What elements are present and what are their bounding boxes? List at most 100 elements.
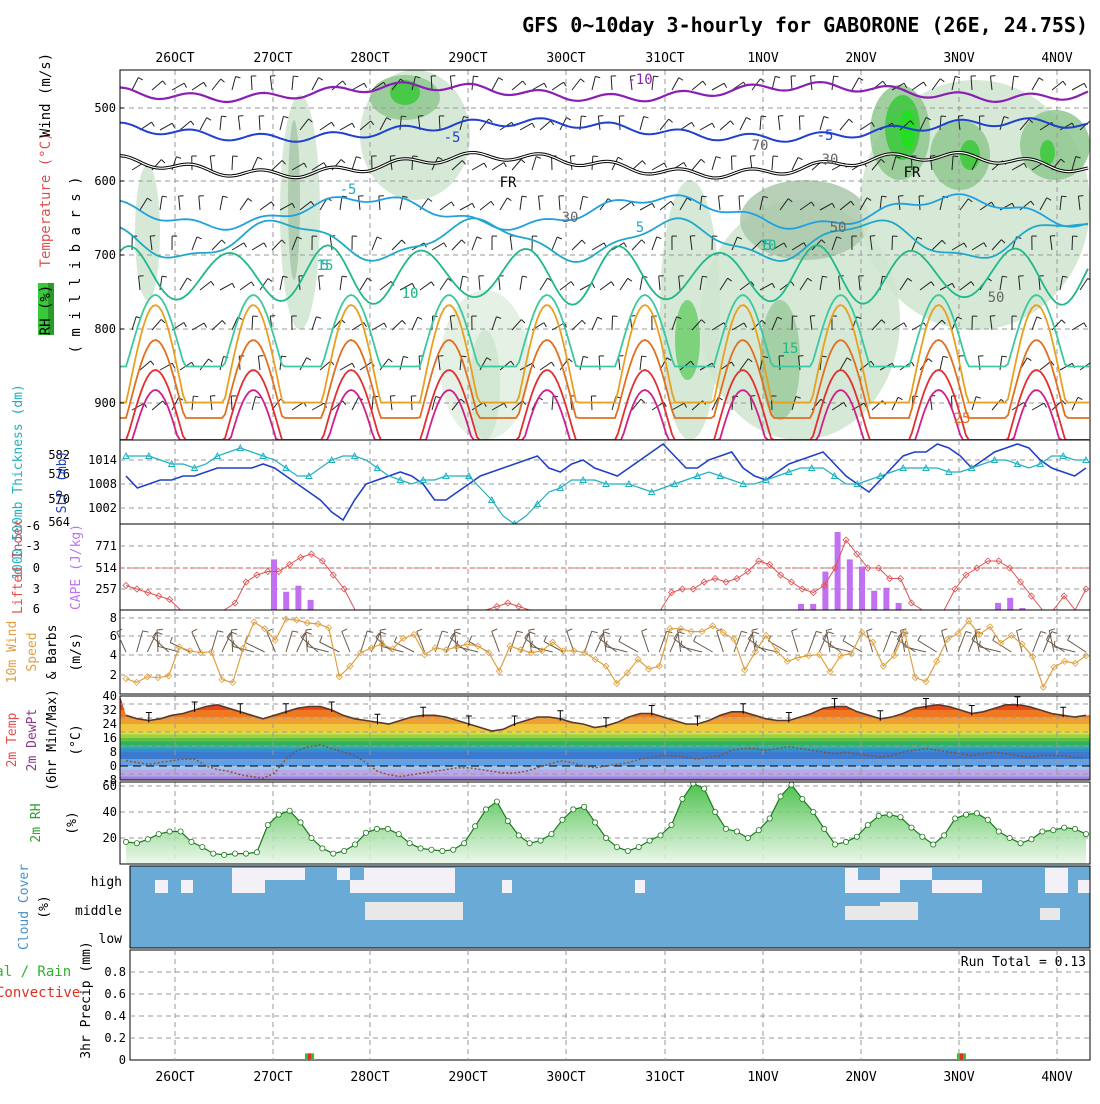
rh2m-marker: [582, 804, 587, 809]
rh2m-marker: [876, 813, 881, 818]
precip-frame: [130, 950, 1090, 1060]
rh2m-marker: [527, 841, 532, 846]
ylabel-convective: Convective: [0, 985, 80, 1001]
cloud-block-high: [845, 868, 858, 893]
bottom-date-label: 3NOV: [943, 1070, 974, 1085]
contour-label: 15: [317, 258, 334, 274]
wind-barb-flag: [221, 116, 226, 117]
cloud-block-middle: [845, 906, 880, 920]
cape-bar: [798, 604, 804, 610]
cape-frame: [120, 524, 1090, 610]
li-tick-label: 6: [33, 602, 40, 616]
cloud-level-high: high: [91, 875, 122, 890]
contour-label: -10: [627, 72, 652, 88]
ylabel-wind: Wind (m/s): [38, 53, 54, 137]
cloud-block-high: [635, 880, 645, 893]
cloud-level-low: low: [99, 932, 123, 947]
bottom-date-label: 29OCT: [448, 1070, 487, 1085]
rh2m-marker: [549, 832, 554, 837]
temp2m-tick-label: 8: [110, 745, 117, 759]
wind-barb-flag: [462, 356, 467, 357]
rh2m-marker: [778, 794, 783, 799]
li-tick-label: 3: [33, 582, 40, 596]
ylabel-2m-rh: 2m RH: [29, 803, 44, 842]
rh2m-marker: [211, 851, 216, 856]
cloud-block-middle: [1040, 908, 1060, 920]
wind-barb-flag: [293, 76, 298, 77]
rh2m-marker: [1040, 829, 1045, 834]
rh2m-marker: [352, 842, 357, 847]
rh2m-marker: [789, 782, 794, 787]
top-date-label: 26OCT: [155, 51, 194, 66]
rh2m-marker: [592, 820, 597, 825]
ylabel-cape: CAPE (J/kg): [69, 524, 84, 610]
rh2m-marker: [898, 815, 903, 820]
contour-label: 25: [954, 411, 971, 427]
precip-panel: 0.80.60.40.20 Run Total = 0.13 Total / R…: [0, 941, 1090, 1067]
cloud-block-middle: [365, 902, 463, 920]
rh2m-marker: [462, 841, 467, 846]
cape-bar: [859, 566, 865, 610]
rh2m-marker: [418, 846, 423, 851]
li-tick-label: 0: [33, 561, 40, 575]
cloud-block-high: [1078, 880, 1090, 893]
rh2m-marker: [680, 796, 685, 801]
ylabel-millibars: ( m i l l i b a r s ): [68, 176, 84, 353]
ylabel-rh-unit: (%): [65, 811, 80, 834]
top-date-label: 31OCT: [645, 51, 684, 66]
cape-tick-label: 257: [95, 582, 117, 596]
rh2m-marker: [865, 822, 870, 827]
ylabel-total-rain: Total / Rain: [0, 964, 71, 980]
rh2m-marker: [963, 812, 968, 817]
ylabel-cloud-unit: (%): [37, 895, 52, 918]
cape-bar: [822, 572, 828, 610]
wind10m-tick-label: 6: [110, 629, 117, 643]
rh2m-marker: [243, 851, 248, 856]
bottom-date-label: 31OCT: [645, 1070, 684, 1085]
rh2m-marker: [516, 833, 521, 838]
top-date-label: 30OCT: [546, 51, 585, 66]
rh2m-marker: [1029, 837, 1034, 842]
rh2m-marker: [134, 841, 139, 846]
ylabel-wind-unit: (m/s): [69, 632, 84, 671]
rh2m-marker: [887, 812, 892, 817]
rh2m-marker: [254, 850, 259, 855]
ylabel-lifted-index: Lifted Index: [11, 520, 26, 614]
ylabel-slp: SLP (mb): [55, 451, 70, 514]
precip-ticks: 0.80.60.40.20: [104, 965, 126, 1067]
slp-tick-label: 1002: [88, 501, 117, 515]
cape-bar: [847, 559, 853, 610]
rh2m-marker: [974, 811, 979, 816]
tick-label: 600: [94, 174, 116, 188]
rh2m-marker: [167, 829, 172, 834]
contour-label: 10: [760, 238, 777, 254]
ylabel-speed: Speed: [25, 632, 40, 671]
rh2m-marker: [494, 799, 499, 804]
top-date-label: 28OCT: [350, 51, 389, 66]
contour-label: 50: [988, 290, 1005, 306]
rh2m-marker: [931, 842, 936, 847]
cloud-block-high: [1045, 868, 1068, 893]
ylabel-barbs: & Barbs: [45, 625, 60, 680]
rh2m-marker: [385, 826, 390, 831]
precip-tick-label: 0.8: [104, 965, 126, 979]
rh2m-marker: [1083, 832, 1088, 837]
wind-barb-flag: [581, 116, 586, 117]
temp2m-color-fill: [120, 696, 1090, 784]
rh2m-marker: [429, 847, 434, 852]
rh2m-marker: [320, 846, 325, 851]
rh2m-marker: [189, 839, 194, 844]
bottom-date-label: 2NOV: [845, 1070, 876, 1085]
cloud-block-high: [181, 880, 193, 893]
cape-bar: [283, 592, 289, 610]
rh2m-marker: [800, 796, 805, 801]
cloud-block-high: [337, 868, 350, 880]
rh2m-marker: [669, 822, 674, 827]
wind-barb-flag: [401, 116, 406, 117]
rh2m-marker: [843, 839, 848, 844]
